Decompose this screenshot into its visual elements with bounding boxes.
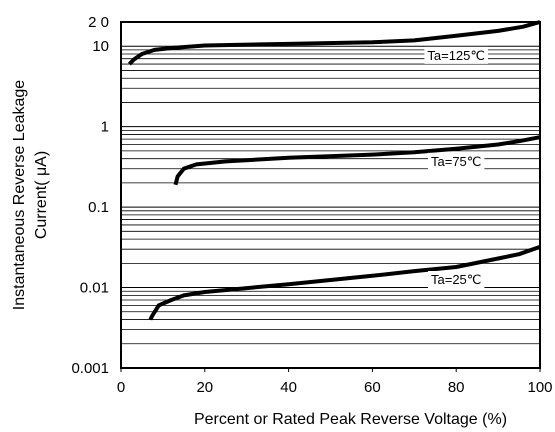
y-tick-label: 0.01 [80,280,109,297]
series-label-bg [428,152,485,170]
y-axis-label-line1: Instantaneous Reverse Leakage [11,80,28,310]
grid [121,21,540,345]
x-tick-label: 60 [364,379,381,396]
y-tick-label: 0.001 [71,360,109,377]
series-label-text: Ta=125℃ [427,48,485,63]
series-label-bg [424,46,489,64]
series-line [148,245,541,321]
y-tick-label: 10 [92,38,109,55]
series-label: Ta=75℃ [428,152,485,170]
y-tick-label: 2 0 [88,14,109,31]
series-label: Ta=125℃ [424,46,489,64]
x-tick-label: 0 [117,379,125,396]
series-label-bg [428,271,485,289]
x-tick-labels: 0 20 40 60 80 100 [117,368,553,396]
x-tick-label: 40 [280,379,297,396]
x-tick-label: 80 [448,379,465,396]
series-lines [127,20,541,321]
series-line [173,135,541,186]
series-label-text: Ta=25℃ [431,272,481,287]
y-tick-label: 0.1 [88,199,109,216]
series-labels: Ta=125℃ Ta=75℃ Ta=25℃ [424,46,489,289]
series-line [127,20,541,66]
x-tick-label: 20 [196,379,213,396]
y-tick-label: 1 [101,119,109,136]
y-axis-label-line2: Current( μA) [33,151,50,239]
y-tick-labels: 2 0 10 1 0.1 0.01 0.001 [71,14,109,377]
plot-frame [120,21,541,369]
series-label: Ta=25℃ [428,271,485,289]
x-tick-label: 100 [527,379,552,396]
series-label-text: Ta=75℃ [431,154,481,169]
x-axis-label: Percent or Rated Peak Reverse Voltage (%… [194,411,507,428]
